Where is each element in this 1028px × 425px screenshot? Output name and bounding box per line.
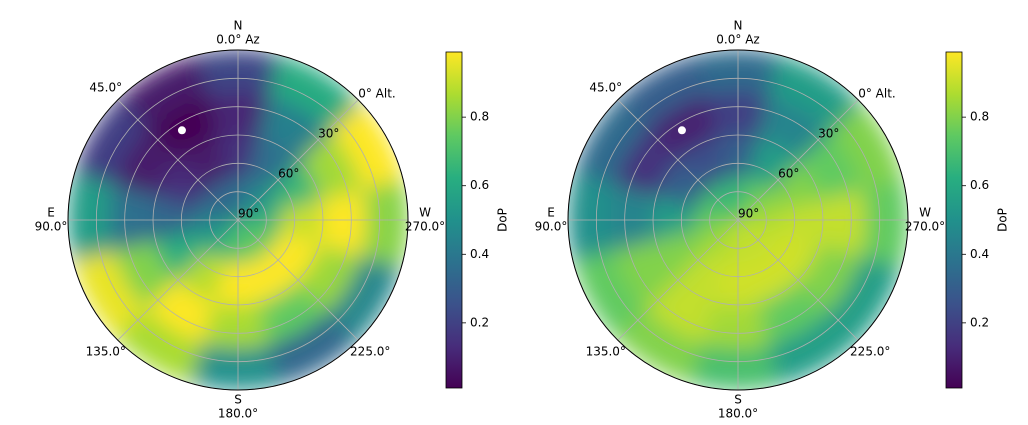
az-tick-label: 135.0°	[586, 345, 626, 359]
az-tick-label: 90.0°	[35, 220, 68, 234]
colorbar-tick-label: 0.8	[470, 110, 489, 124]
az-tick-label: 270.0°	[905, 220, 945, 234]
colorbar-tick-label: 0.4	[970, 247, 989, 261]
alt-tick-label: 0° Alt.	[358, 86, 396, 100]
az-tick-label: 0.0° Az	[716, 33, 759, 47]
compass-label: W	[419, 206, 431, 220]
colorbar-label: DoP	[496, 208, 510, 232]
colorbar-tick-label: 0.2	[470, 315, 489, 329]
az-grid	[737, 219, 859, 341]
compass-label: N	[734, 19, 743, 33]
alt-tick-label: 90°	[738, 207, 759, 221]
az-grid	[617, 219, 739, 341]
sun-marker	[177, 126, 186, 135]
colorbar-tick-label: 0.2	[970, 315, 989, 329]
compass-label: S	[734, 393, 742, 407]
az-tick-label: 45.0°	[89, 80, 122, 94]
az-tick-label: 270.0°	[405, 220, 445, 234]
colorbar-tick-label: 0.8	[970, 110, 989, 124]
az-tick-label: 225.0°	[850, 345, 890, 359]
alt-tick-label: 30°	[318, 126, 339, 140]
az-tick-label: 180.0°	[218, 407, 258, 421]
compass-label: S	[234, 393, 242, 407]
alt-tick-label: 0° Alt.	[858, 86, 896, 100]
alt-tick-label: 60°	[778, 166, 799, 180]
plot-frame	[67, 49, 409, 391]
az-tick-label: 90.0°	[535, 220, 568, 234]
alt-tick-label: 30°	[818, 126, 839, 140]
alt-tick-label: 90°	[238, 207, 259, 221]
colorbar-tick-label: 0.6	[470, 178, 489, 192]
colorbar	[445, 51, 463, 389]
az-tick-label: 0.0° Az	[216, 33, 259, 47]
colorbar	[945, 51, 963, 389]
alt-tick-label: 60°	[278, 166, 299, 180]
colorbar-tick-label: 0.6	[970, 178, 989, 192]
az-grid	[237, 99, 359, 221]
compass-label: E	[47, 206, 55, 220]
heat-cell	[237, 178, 270, 222]
az-grid	[617, 99, 739, 221]
az-tick-label: 180.0°	[718, 407, 758, 421]
heat-cell	[737, 178, 770, 222]
sun-marker	[677, 126, 686, 135]
compass-label: E	[547, 206, 555, 220]
az-grid	[737, 99, 859, 221]
az-grid	[237, 219, 359, 341]
colorbar-tick-label: 0.4	[470, 247, 489, 261]
compass-label: N	[234, 19, 243, 33]
az-tick-label: 225.0°	[350, 345, 390, 359]
az-grid	[117, 99, 239, 221]
colorbar-label: DoP	[996, 208, 1010, 232]
az-tick-label: 135.0°	[86, 345, 126, 359]
az-grid	[117, 219, 239, 341]
az-tick-label: 45.0°	[589, 80, 622, 94]
compass-label: W	[919, 206, 931, 220]
plot-frame	[567, 49, 909, 391]
